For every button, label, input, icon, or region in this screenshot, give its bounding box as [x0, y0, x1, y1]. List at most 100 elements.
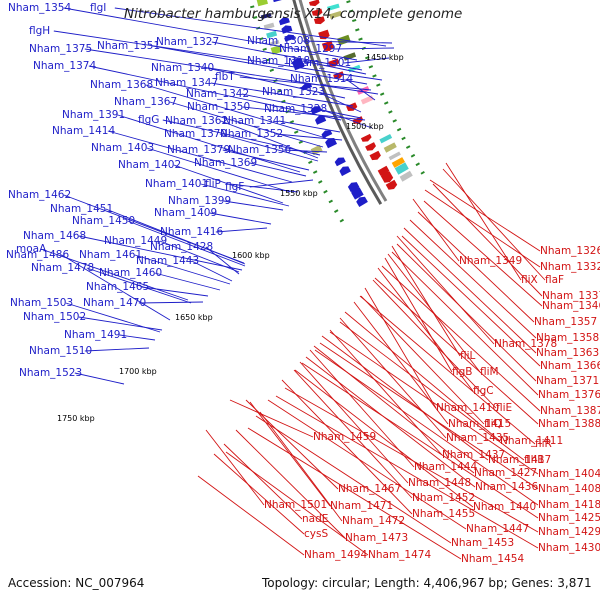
reverse-gene-label: Nham_1474 — [368, 549, 431, 561]
reverse-gene-label: fliL — [460, 350, 476, 362]
forward-gene-label: Nham_1370 — [164, 128, 227, 140]
forward-gene-arrow — [347, 182, 360, 193]
reverse-gene-label: Nham_1388 — [538, 418, 600, 430]
label-leader-lines — [40, 7, 546, 560]
reverse-gene-label-leader — [255, 415, 452, 544]
forward-gene-label: Nham_1297 — [279, 43, 342, 55]
forward-gene-label-leader — [84, 48, 379, 95]
scale-tick — [308, 160, 313, 164]
scale-tick — [383, 101, 389, 105]
forward-gene-label-leader — [63, 7, 358, 61]
reverse-gene-label-leader — [245, 399, 339, 490]
reverse-gene-label-leader — [321, 335, 489, 461]
forward-gene-label-leader — [88, 65, 342, 121]
forward-gene-label-leader — [105, 208, 246, 265]
reverse-gene-label: Nham_1326 — [540, 245, 600, 257]
scale-tick — [372, 74, 377, 78]
scale-tick — [259, 37, 264, 41]
reverse-gene-arrow — [369, 150, 381, 161]
forward-gene-label-leader — [78, 235, 243, 271]
reverse-gene-label-leader — [353, 301, 449, 425]
forward-gene-label-leader — [302, 60, 367, 75]
scale-tick — [405, 145, 411, 149]
tick-label: 1500 kbp — [346, 122, 384, 131]
forward-gene-arrow — [339, 166, 351, 177]
forward-gene-label-leader — [53, 30, 383, 81]
reverse-gene-label-leader — [281, 379, 413, 515]
feature-band — [360, 95, 374, 105]
reverse-gene-label: Nham_1417 — [488, 454, 551, 466]
forward-gene-label-leader — [343, 57, 390, 64]
forward-gene-label-leader — [74, 372, 125, 385]
reverse-gene-label: Nham_1415 — [448, 418, 511, 430]
reverse-gene-label-leader — [387, 253, 481, 373]
scale-tick — [262, 47, 267, 51]
reverse-gene-label-leader — [381, 265, 541, 412]
forward-gene-label: Nham_1409 — [154, 207, 217, 219]
gene-labels: Nham_1354 flgI Nham_1327 Nham_1308Nham_1297… — [6, 2, 600, 565]
reverse-gene-label-leader — [225, 451, 369, 556]
reverse-gene-label-leader — [423, 200, 543, 307]
reverse-gene-label-leader — [344, 311, 501, 442]
reverse-gene-label-leader — [384, 257, 453, 373]
reverse-gene-label-leader — [197, 475, 305, 556]
forward-gene-label: Nham_1416 — [160, 226, 223, 238]
forward-gene-label: Nham_1314 — [290, 73, 353, 85]
forward-gene-label: Nham_1486 — [6, 249, 69, 261]
reverse-gene-label-leader — [259, 411, 343, 522]
reverse-gene-label-leader — [313, 345, 475, 474]
forward-gene-label: Nham_1328 — [264, 103, 327, 115]
reverse-gene-label: Nham_1473 — [345, 532, 408, 544]
forward-gene-label-leader — [211, 41, 363, 71]
reverse-gene-label: Nham_1444 — [414, 461, 477, 473]
forward-gene-label-leader — [223, 200, 284, 211]
forward-gene-label: Nham_1347 — [155, 77, 218, 89]
reverse-gene-label-leader — [275, 395, 539, 549]
reverse-gene-arrow — [360, 133, 372, 142]
reverse-gene-label: Nham_1452 — [412, 492, 475, 504]
reverse-gene-label-leader — [314, 349, 539, 506]
forward-gene-label-leader — [222, 149, 310, 171]
forward-gene-label-leader — [209, 212, 272, 225]
forward-gene-label: Nham_1340 — [151, 62, 214, 74]
forward-gene-label: Nham_1323 — [262, 86, 325, 98]
reverse-gene-label: Nham_1459 — [313, 431, 376, 443]
feature-band — [379, 134, 393, 144]
forward-gene-arrow — [356, 196, 368, 207]
forward-gene-arrow — [284, 34, 295, 42]
reverse-gene-label-leader — [445, 162, 522, 281]
scale-tick — [420, 170, 425, 175]
forward-gene-label-leader — [319, 108, 373, 129]
forward-gene-label-leader — [345, 78, 376, 101]
reverse-gene-label-leader — [409, 219, 537, 339]
reverse-gene-label-leader — [432, 183, 543, 297]
genome-summary-text: Topology: circular; Length: 4,406,967 bp… — [262, 576, 592, 590]
map-title: Nitrobacter hamburgensis X14, complete g… — [124, 6, 463, 22]
reverse-gene-label: Nham_1349 — [459, 255, 522, 267]
forward-gene-label: Nham_1379 — [167, 144, 230, 156]
scale-tick — [323, 189, 328, 194]
reverse-gene-arrow — [333, 71, 344, 79]
tick-label: 1450 kbp — [366, 53, 404, 62]
reverse-gene-label: Nham_1454 — [461, 553, 524, 565]
feature-band — [356, 86, 370, 95]
gene-tracks — [250, 0, 425, 223]
forward-gene-label: Nham_1391 — [62, 109, 125, 121]
feature-band — [388, 151, 401, 161]
reverse-gene-label: Nham_1427 — [474, 467, 537, 479]
scale-tick — [346, 0, 351, 4]
forward-gene-label: Nham_1503 — [10, 297, 73, 309]
forward-gene-label-leader — [84, 347, 150, 352]
reverse-gene-label: Nham_1366 — [540, 360, 600, 372]
reverse-gene-label-leader — [391, 251, 539, 396]
forward-gene-label-leader — [86, 267, 192, 304]
reverse-gene-label-leader — [329, 329, 443, 456]
forward-gene-label: moaA — [16, 243, 47, 255]
forward-gene-label-leader — [141, 286, 209, 297]
tick-label: 1600 kbp — [232, 251, 270, 260]
forward-gene-label: Nham_1368 — [90, 79, 153, 91]
forward-gene-label-leader — [152, 45, 368, 85]
forward-gene-label: Nham_1443 — [136, 255, 199, 267]
forward-gene-label-leader — [159, 240, 240, 273]
forward-gene-label: Nham_1350 — [187, 101, 250, 113]
